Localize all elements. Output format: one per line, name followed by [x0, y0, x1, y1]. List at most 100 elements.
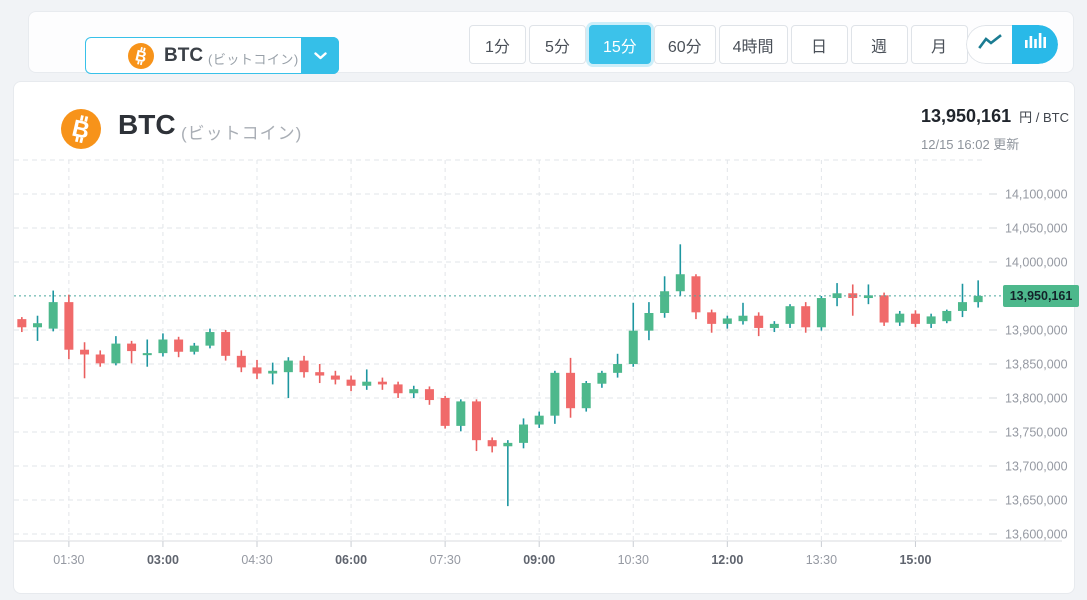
candle-body [174, 339, 184, 352]
candle-body [268, 370, 278, 374]
chart-svg[interactable]: 01:30 03:00 04:30 06:00 07:30 09:00 10:30 12:00… [14, 156, 1076, 595]
x-axis-label: 01:30 [53, 553, 84, 567]
candle-up [832, 283, 842, 307]
candle-up [581, 381, 591, 412]
candle-down [236, 350, 246, 373]
candle-body [722, 318, 732, 324]
candle-body [597, 372, 607, 384]
candle-body [80, 349, 90, 355]
x-axis-label: 13:30 [806, 553, 837, 567]
candle-body [283, 360, 293, 373]
candle-body [863, 295, 873, 299]
candle-body [33, 323, 43, 328]
candle-up [362, 369, 372, 390]
candle-body [879, 295, 889, 323]
pair-symbol-label: BTC [164, 45, 204, 66]
y-axis-label: 13,850,000 [1005, 358, 1068, 372]
candle-up [613, 353, 623, 378]
candle-body [252, 367, 262, 374]
y-axis-label: 13,900,000 [1005, 324, 1068, 338]
candle-up [722, 315, 732, 329]
candle-body [424, 389, 434, 401]
interval-button-4時間[interactable]: 4時間 [718, 25, 788, 64]
y-axis-label: 14,050,000 [1005, 222, 1068, 236]
candle-up [534, 411, 544, 428]
interval-button-60分[interactable]: 60分 [653, 25, 716, 64]
candle-down [691, 274, 701, 320]
candle-body [848, 293, 858, 299]
chart-type-toggle [966, 25, 1058, 64]
current-price: 13,950,161 [921, 106, 1012, 126]
symbol-subtitle: (ビットコイン) [181, 124, 303, 143]
candle-body [315, 372, 325, 376]
pair-selector-dropdown[interactable]: B BTC (ビットコイン) [85, 37, 339, 74]
interval-button-週[interactable]: 週 [850, 25, 908, 64]
candle-body [816, 298, 826, 328]
candle-body [362, 381, 372, 386]
candle-body [127, 343, 137, 352]
candle-up [268, 362, 278, 385]
chart-card: B BTC (ビットコイン) 13,950,161 円 / BTC 12/15 … [13, 81, 1079, 595]
candle-body [801, 306, 811, 328]
candle-body [675, 274, 685, 292]
candle-up [189, 342, 199, 355]
y-axis-label: 14,000,000 [1005, 256, 1068, 270]
candle-up [816, 296, 826, 331]
candle-up [895, 310, 905, 326]
candle-body [644, 313, 654, 331]
line-chart-button[interactable] [966, 25, 1012, 64]
candle-body [707, 312, 717, 324]
candle-down [377, 377, 387, 390]
candle-body [205, 332, 215, 346]
candle-up [769, 321, 779, 333]
y-axis-label: 13,700,000 [1005, 460, 1068, 474]
candle-body [895, 313, 905, 323]
candle-body [440, 398, 450, 426]
y-axis-label: 13,600,000 [1005, 528, 1068, 542]
candle-body [581, 383, 591, 409]
candle-up [644, 302, 654, 341]
candle-body [111, 343, 121, 364]
x-axis-label: 03:00 [147, 553, 179, 567]
candle-down [346, 375, 356, 392]
candle-body [189, 345, 199, 352]
candle-body [660, 291, 670, 313]
y-axis-label: 13,750,000 [1005, 426, 1068, 440]
chevron-down-icon[interactable] [301, 37, 339, 74]
candle-body [17, 319, 27, 328]
candle-body [346, 379, 356, 386]
candle-down [707, 309, 717, 333]
candle-body [456, 401, 466, 426]
interval-button-1分[interactable]: 1分 [469, 25, 526, 64]
interval-button-日[interactable]: 日 [790, 25, 848, 64]
candle-down [127, 340, 137, 364]
candle-body [910, 313, 920, 324]
candle-body [957, 302, 967, 311]
price-block: 13,950,161 円 / BTC 12/15 16:02 更新 [921, 106, 1069, 153]
candle-down [754, 312, 764, 337]
candle-down [471, 399, 481, 452]
interval-button-5分[interactable]: 5分 [529, 25, 586, 64]
price-unit: 円 / BTC [1019, 110, 1070, 125]
candle-up [456, 399, 466, 432]
x-axis-label: 10:30 [618, 553, 649, 567]
candle-body [973, 295, 983, 303]
candle-down [440, 395, 450, 429]
candle-body [942, 310, 952, 322]
candle-body [299, 360, 309, 373]
candlestick-chart-button[interactable] [1012, 25, 1058, 64]
candle-up [503, 440, 513, 507]
candle-body [142, 353, 152, 356]
y-axis-label: 13,800,000 [1005, 392, 1068, 406]
x-axis-label: 09:00 [523, 553, 555, 567]
candle-up [597, 370, 607, 388]
candle-up [675, 244, 685, 296]
candle-down [95, 350, 105, 367]
candle-down [315, 364, 325, 384]
candle-body [471, 401, 481, 441]
interval-button-月[interactable]: 月 [910, 25, 968, 64]
candlestick-chart[interactable]: 01:30 03:00 04:30 06:00 07:30 09:00 10:30 12:00… [14, 156, 1076, 595]
candle-up [863, 284, 873, 305]
interval-button-15分[interactable]: 15分 [589, 25, 651, 64]
candle-body [534, 415, 544, 425]
